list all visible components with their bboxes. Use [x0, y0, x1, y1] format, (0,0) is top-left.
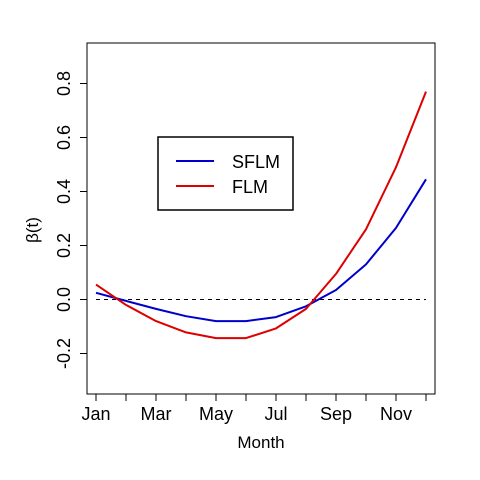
y-tick-label: 0.8 — [54, 71, 74, 96]
legend-label-sflm: SFLM — [232, 152, 280, 172]
x-tick-label: Jan — [81, 404, 110, 424]
y-tick-label: 0.0 — [54, 287, 74, 312]
legend: SFLM FLM — [157, 136, 294, 211]
series-line-flm — [95, 91, 427, 340]
legend-box — [157, 136, 294, 211]
y-axis-label: β(t) — [23, 217, 42, 243]
x-axis-label: Month — [237, 433, 284, 452]
x-tick-label: May — [199, 404, 233, 424]
legend-label-flm: FLM — [232, 177, 268, 197]
plot-frame — [86, 42, 436, 395]
y-tick-label: 0.6 — [54, 125, 74, 150]
x-tick-label: Sep — [320, 404, 352, 424]
series-line-sflm — [95, 178, 427, 323]
y-axis: -0.2 0.0 0.2 0.4 0.6 0.8 — [54, 71, 88, 369]
x-tick-label: Mar — [141, 404, 172, 424]
y-tick-label: 0.2 — [54, 233, 74, 258]
x-tick-label: Nov — [380, 404, 412, 424]
x-tick-label: Jul — [264, 404, 287, 424]
y-tick-label: 0.4 — [54, 179, 74, 204]
x-axis: Jan Mar May Jul Sep Nov — [81, 393, 427, 424]
series-layer — [95, 91, 427, 340]
y-tick-label: -0.2 — [54, 338, 74, 369]
